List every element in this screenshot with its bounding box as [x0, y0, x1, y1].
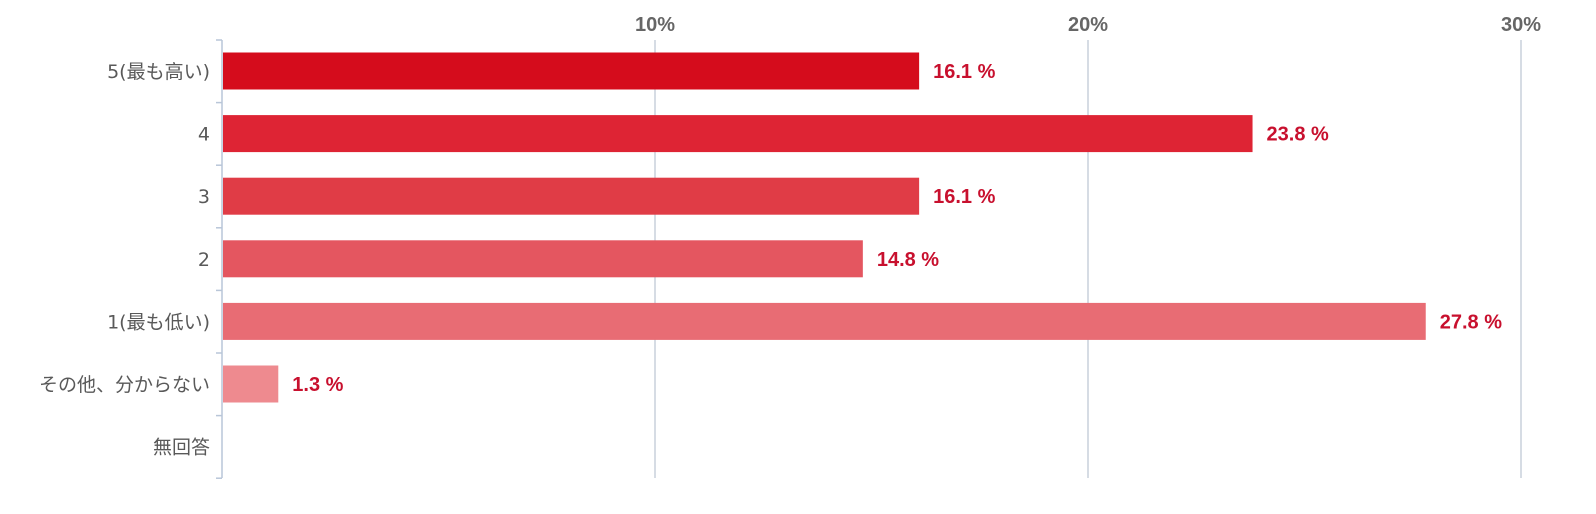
- x-tick-label-10: 10%: [635, 14, 675, 36]
- value-label-4: 27.8 %: [1440, 311, 1502, 333]
- value-label-2: 16.1 %: [933, 186, 995, 208]
- category-label-4: 1(最も低い): [107, 311, 210, 333]
- category-label-6: 無回答: [153, 437, 210, 459]
- x-tick-label-20: 20%: [1068, 14, 1108, 36]
- category-label-1: 4: [198, 124, 210, 146]
- bar-5: [223, 365, 279, 403]
- bar-layer: [223, 52, 1426, 403]
- label-layer: 10% 20% 30% 5(最も高い) 16.1 % 4 23.8 % 3 16.1 % 2 14.…: [39, 14, 1541, 459]
- bar-4: [223, 302, 1426, 340]
- x-tick-label-30: 30%: [1501, 14, 1541, 36]
- bar-3: [223, 240, 863, 278]
- value-label-1: 23.8 %: [1267, 124, 1329, 146]
- bar-1: [223, 115, 1253, 153]
- value-label-0: 16.1 %: [933, 61, 995, 83]
- category-label-0: 5(最も高い): [107, 61, 210, 83]
- category-label-2: 3: [198, 186, 210, 208]
- category-label-5: その他、分からない: [39, 374, 210, 396]
- value-label-5: 1.3 %: [292, 374, 343, 396]
- category-label-3: 2: [198, 249, 210, 271]
- value-label-3: 14.8 %: [877, 249, 939, 271]
- bar-0: [223, 52, 920, 90]
- bar-2: [223, 177, 920, 215]
